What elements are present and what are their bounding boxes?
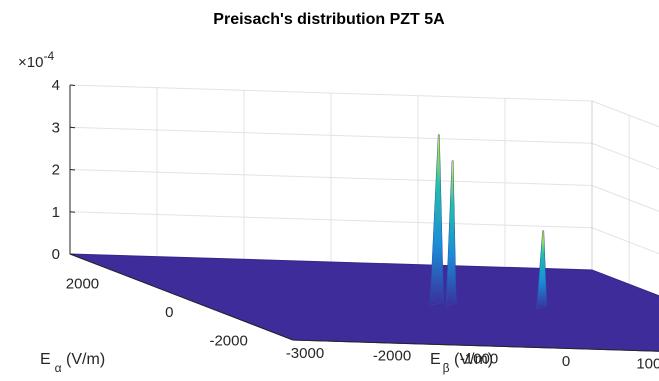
surface-peak <box>536 230 548 310</box>
ticks-layer: 01234-200002000-3000-2000-10000100020003… <box>52 77 659 373</box>
z-tick-mark <box>69 169 76 171</box>
surface-layer <box>69 253 659 352</box>
x-axis-line <box>292 339 659 352</box>
y-axis-line <box>69 253 294 341</box>
x-tick-label: 0 <box>562 353 570 370</box>
surface-peak <box>429 134 444 306</box>
peaks-layer <box>429 134 548 310</box>
surface-peak <box>445 160 457 307</box>
x-tick-label: 1000 <box>636 356 659 373</box>
z-tick-mark <box>69 211 76 213</box>
y-tick-label: -2000 <box>209 333 247 350</box>
z-exponent-base: ×10 <box>18 54 43 71</box>
y-axis-label-units: (V/m) <box>62 351 106 368</box>
z-tick-label: 4 <box>52 77 60 94</box>
z-tick-label: 1 <box>52 204 60 221</box>
z-exponent-label: ×10-4 <box>18 49 54 71</box>
z-tick-mark <box>69 126 76 129</box>
y-tick-label: 0 <box>165 304 173 321</box>
z-tick-label: 0 <box>52 246 60 263</box>
y-axis-label-main: E <box>40 351 51 368</box>
svg-text:×10-4: ×10-4 <box>18 49 54 71</box>
surface-plane <box>69 253 659 352</box>
z-tick-label: 2 <box>52 162 60 179</box>
x-axis-label-main: E <box>430 351 441 368</box>
z-exponent-power: -4 <box>43 49 54 63</box>
y-tick-label: 2000 <box>66 275 99 292</box>
z-tick-mark <box>69 84 76 86</box>
z-tick-mark <box>69 253 76 255</box>
x-axis-label-sub: β <box>443 361 450 375</box>
x-axis-label-units: (V/m) <box>450 351 494 368</box>
x-tick-label: -2000 <box>373 348 411 365</box>
x-tick-label: -3000 <box>286 345 324 362</box>
svg-text:Eα (V/m): Eα (V/m) <box>40 351 105 375</box>
y-axis-label-sub: α <box>55 361 62 375</box>
chart-title: Preisach's distribution PZT 5A <box>213 11 445 28</box>
z-tick-label: 3 <box>52 119 60 136</box>
x-tick-label: -1000 <box>460 350 498 367</box>
svg-text:Eβ (V/m): Eβ (V/m) <box>430 351 493 375</box>
